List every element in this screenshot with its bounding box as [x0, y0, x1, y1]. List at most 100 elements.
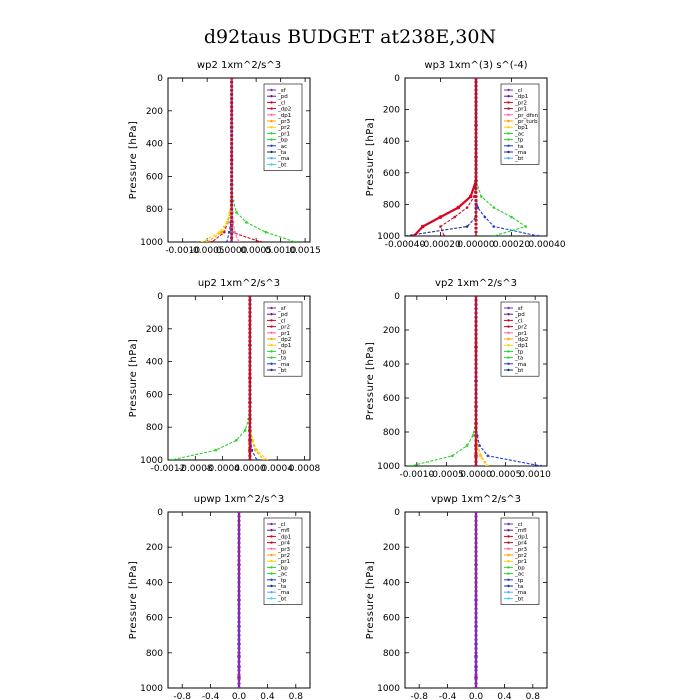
zero-profile-point: [474, 677, 478, 681]
legend-marker: [507, 138, 510, 141]
legend-marker: [507, 319, 510, 322]
legend-label: _dp1: [514, 94, 528, 100]
legend-label: _tp: [514, 349, 524, 355]
zero-profile-point: [474, 392, 478, 396]
panel-title: vp2 1xm^2/s^3: [435, 278, 517, 289]
zero-profile-point: [474, 183, 478, 187]
zero-profile-point: [474, 319, 478, 324]
zero-profile-point: [474, 554, 478, 558]
legend-label: _pr3: [514, 547, 528, 553]
zero-profile-point: [230, 240, 234, 242]
series-point-tp: [492, 225, 496, 228]
zero-profile-point: [237, 558, 241, 563]
y-tick-label: 1000: [377, 232, 400, 242]
legend-label: _bp: [514, 565, 525, 571]
zero-profile-point: [237, 624, 241, 629]
legend-marker: [507, 337, 510, 341]
series-point-pr1: [225, 221, 229, 224]
legend-label: _dp2: [277, 107, 291, 113]
zero-profile-point: [474, 532, 478, 536]
zero-profile-point: [474, 349, 478, 353]
legend-label: _ma: [514, 150, 526, 156]
legend-marker: [270, 101, 273, 104]
zero-profile-point: [474, 558, 478, 563]
zero-profile-point: [248, 372, 252, 376]
x-tick-label: -0.4: [202, 692, 220, 700]
legend-label: _pr1: [277, 559, 290, 565]
series-point-dp2: [259, 240, 263, 242]
zero-profile-point: [237, 607, 241, 611]
zero-profile-point: [474, 214, 478, 218]
zero-profile-point: [237, 598, 241, 602]
legend-marker: [507, 368, 510, 372]
zero-profile-point: [248, 437, 252, 442]
y-tick-label: 200: [146, 325, 163, 335]
series-point-ta: [465, 225, 469, 228]
series-line-ta: [405, 78, 477, 236]
legend-label: _pr1: [514, 331, 527, 337]
series-point-dp1: [471, 434, 475, 437]
zero-profile-point: [474, 602, 478, 607]
legend-label: _dp2: [277, 337, 291, 343]
zero-profile-point: [474, 550, 478, 554]
legend-label: _pr3: [277, 547, 291, 553]
y-tick-label: 0: [157, 508, 163, 518]
zero-profile-point: [230, 133, 234, 137]
panel-title: wp2 1xm^2/s^3: [197, 60, 281, 71]
zero-profile-point: [474, 607, 478, 611]
zero-profile-point: [237, 585, 241, 589]
series-point-pr2: [442, 234, 446, 236]
legend-marker: [270, 126, 273, 129]
legend-marker: [507, 88, 510, 92]
series-point-bp: [264, 230, 268, 234]
zero-profile-point: [230, 88, 234, 92]
legend-marker: [507, 547, 510, 550]
zero-profile-point: [237, 642, 241, 646]
zero-profile-point: [474, 78, 478, 80]
legend-label: _ma: [277, 590, 289, 596]
zero-profile-point: [474, 598, 478, 602]
zero-profile-point: [248, 409, 252, 413]
y-tick-label: 600: [383, 394, 400, 404]
zero-profile-point: [230, 142, 234, 146]
series-point-dp1: [468, 194, 473, 199]
x-tick-label: 0.4: [260, 692, 275, 700]
legend-label: _pd: [514, 312, 525, 318]
zero-profile-point: [474, 673, 478, 677]
legend-label: _tp: [277, 349, 287, 355]
legend-marker: [507, 95, 510, 98]
x-tick-label: -0.8: [410, 692, 428, 700]
series-point-bp1: [492, 234, 496, 236]
legend-marker: [507, 591, 510, 594]
zero-profile-point: [230, 150, 234, 154]
zero-profile-point: [474, 358, 478, 362]
zero-profile-point: [230, 228, 234, 232]
zero-profile-point: [248, 347, 252, 351]
zero-profile-point: [230, 105, 234, 109]
y-tick-label: 400: [383, 360, 400, 370]
y-tick-label: 800: [146, 205, 163, 215]
zero-profile-point: [474, 230, 478, 234]
legend-marker: [507, 553, 510, 557]
zero-profile-point: [474, 336, 478, 341]
series-group: [200, 78, 297, 242]
zero-profile-point: [474, 151, 478, 155]
legend-label: _pr_turb: [514, 119, 538, 125]
series-point-pr2: [262, 458, 265, 460]
series-point-pr2: [465, 206, 469, 209]
zero-profile-point: [237, 638, 241, 642]
zero-profile-point: [237, 655, 241, 659]
legend-marker: [507, 150, 510, 154]
zero-profile-point: [474, 589, 478, 593]
y-tick-label: 600: [383, 169, 400, 179]
zero-profile-point: [237, 677, 241, 681]
zero-profile-point: [474, 396, 478, 400]
zero-profile-point: [474, 171, 478, 175]
series-point-pr1: [218, 230, 221, 234]
zero-profile-point: [474, 143, 478, 147]
zero-profile-point: [248, 433, 252, 437]
zero-profile-point: [474, 328, 478, 332]
legend-marker: [270, 144, 273, 147]
zero-profile-point: [237, 541, 241, 545]
zero-profile-point: [474, 438, 478, 443]
